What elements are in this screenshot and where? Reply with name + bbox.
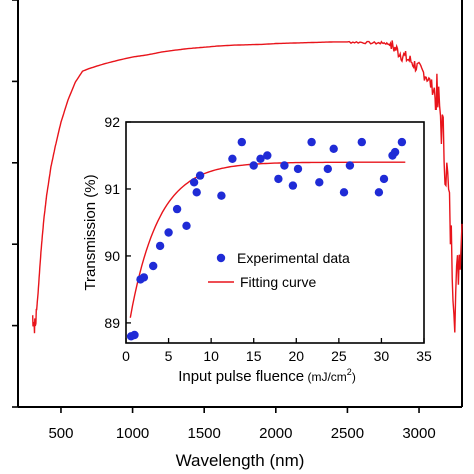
legend-label-experimental: Experimental data [237, 250, 350, 266]
data-point [263, 151, 272, 160]
legend-marker-experimental [216, 253, 226, 263]
main-x-tick-label: 500 [48, 425, 73, 442]
main-x-tick-label: 2500 [331, 425, 364, 442]
data-point [237, 137, 246, 147]
data-point [374, 188, 384, 197]
data-point [182, 221, 191, 230]
data-point [155, 241, 165, 251]
inset-x-tick-label: 20 [288, 348, 304, 364]
inset-y-axis-title: Transmission (%) [82, 174, 99, 290]
data-point [280, 161, 289, 170]
data-point [249, 161, 258, 170]
main-ticks: 500 1000 1500 2000 2500 3000 [12, 0, 436, 442]
data-point [339, 188, 349, 197]
data-point [149, 261, 158, 271]
data-point [130, 330, 139, 340]
inset-x-tick-label: 30 [374, 348, 390, 364]
data-point [379, 174, 389, 184]
inset-y-tick-label: 91 [104, 181, 120, 197]
inset-x-axis-title-main: Input pulse fluence [178, 368, 304, 385]
data-point [172, 204, 182, 214]
data-point [164, 228, 173, 237]
main-transmission-line [32, 40, 463, 334]
inset-x-tick-label: 0 [122, 348, 130, 364]
inset-x-tick-label: 10 [203, 348, 219, 364]
inset-x-tick-label: 15 [246, 348, 262, 364]
data-point [192, 188, 201, 197]
inset-x-axis-title: Input pulse fluence (mJ/cm2) [178, 367, 356, 385]
inset-x-tick-label: 25 [331, 348, 347, 364]
fitting-curve-line [129, 161, 406, 318]
inset-chart: 0 5 10 15 20 25 30 35 89 90 91 92 Experimental data… [71, 110, 439, 386]
data-point [293, 164, 303, 174]
main-x-tick-label: 1000 [116, 425, 149, 442]
data-point [195, 171, 205, 180]
main-x-tick-label: 1500 [188, 425, 221, 442]
inset-x-tick-label: 35 [416, 348, 432, 364]
data-point [217, 191, 226, 200]
inset-x-axis-unit-close: ) [352, 370, 356, 384]
main-axes [17, 0, 463, 408]
data-point [228, 154, 237, 163]
data-point [323, 164, 332, 174]
data-point [307, 137, 316, 147]
data-point [397, 137, 407, 147]
inset-axes [125, 121, 425, 344]
data-point [189, 178, 199, 187]
data-point [288, 181, 298, 190]
data-point [274, 174, 283, 184]
data-point [357, 137, 366, 147]
data-point [329, 144, 338, 153]
main-x-tick-label: 3000 [402, 425, 435, 442]
experimental-data-points [126, 137, 407, 341]
inset-x-tick-label: 5 [165, 348, 173, 364]
data-point [390, 147, 400, 157]
inset-legend: Experimental data Fitting curve [208, 250, 350, 290]
inset-y-tick-label: 92 [104, 114, 120, 130]
inset-x-axis-unit-sup: 2 [347, 367, 352, 377]
main-x-tick-label: 2000 [259, 425, 292, 442]
data-point [139, 273, 149, 282]
inset-x-axis-unit: ( [304, 370, 311, 384]
inset-frame [125, 121, 425, 344]
data-point [256, 154, 265, 163]
inset-x-axis-unit-text: mJ/cm [311, 370, 346, 384]
inset-y-tick-label: 90 [104, 248, 120, 264]
inset-ticks: 0 5 10 15 20 25 30 35 89 90 91 92 [104, 114, 432, 364]
inset-y-tick-label: 89 [104, 315, 120, 331]
legend-label-fitting: Fitting curve [240, 274, 316, 290]
data-point [345, 161, 355, 170]
data-point [315, 178, 324, 187]
main-x-axis-title: Wavelength (nm) [176, 451, 305, 470]
